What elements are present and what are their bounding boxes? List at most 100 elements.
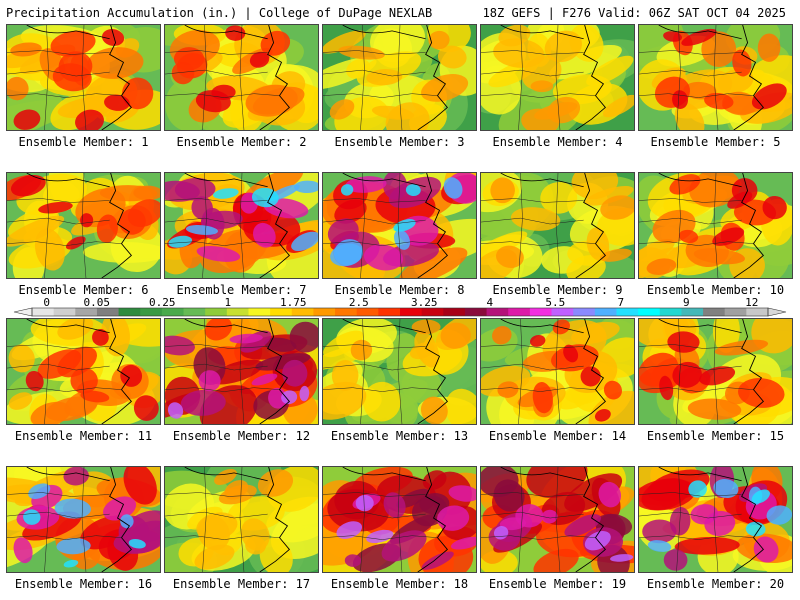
colorbar-tick-label: 9 <box>683 296 690 309</box>
ensemble-member-map <box>164 24 319 131</box>
colorbar-max-arrow <box>767 307 787 317</box>
colorbar-segment <box>594 308 617 316</box>
ensemble-member-label: Ensemble Member: 1 <box>18 135 149 149</box>
ensemble-member-label: Ensemble Member: 16 <box>14 577 153 591</box>
precipitation-field <box>481 25 634 130</box>
colorbar-segment <box>226 308 249 316</box>
colorbar-tick-label: 5.5 <box>545 296 565 309</box>
colorbar-segment <box>724 308 747 316</box>
ensemble-member-label: Ensemble Member: 19 <box>488 577 627 591</box>
ensemble-member-map <box>480 24 635 131</box>
precipitation-field <box>165 467 318 572</box>
ensemble-member-map <box>164 318 319 425</box>
colorbar-segment <box>205 308 228 316</box>
ensemble-member-map <box>6 172 161 279</box>
colorbar-segment <box>378 308 401 316</box>
precipitation-field <box>7 467 160 572</box>
ensemble-member-map <box>164 466 319 573</box>
precipitation-field <box>481 467 634 572</box>
precipitation-field <box>639 319 792 424</box>
precipitation-field <box>481 173 634 278</box>
colorbar-tick-label: 3.25 <box>411 296 438 309</box>
colorbar-segment <box>183 308 206 316</box>
ensemble-member-map <box>480 466 635 573</box>
colorbar-segment <box>464 308 488 316</box>
colorbar-segment <box>53 308 76 316</box>
colorbar-segment <box>356 308 379 316</box>
colorbar-segment <box>421 308 444 316</box>
colorbar-segment <box>681 308 704 316</box>
ensemble-member-map <box>322 172 477 279</box>
ensemble-member-label: Ensemble Member: 20 <box>646 577 785 591</box>
colorbar-min-arrow <box>13 307 33 317</box>
precipitation-field <box>7 319 160 424</box>
precipitation-field <box>323 319 476 424</box>
ensemble-member-map <box>638 466 793 573</box>
colorbar-segment <box>313 308 336 316</box>
colorbar-segment <box>443 308 466 316</box>
colorbar-segment <box>573 308 596 316</box>
colorbar-tick-label: 1.75 <box>280 296 307 309</box>
ensemble-member-map <box>6 318 161 425</box>
precipitation-field <box>639 173 792 278</box>
colorbar-segment <box>161 308 185 316</box>
model-run-info: 18Z GEFS | F276 Valid: 06Z SAT OCT 04 20… <box>482 6 786 20</box>
precipitation-field <box>639 467 792 572</box>
ensemble-member-label: Ensemble Member: 15 <box>646 429 785 443</box>
ensemble-member-map <box>638 318 793 425</box>
colorbar-segment <box>32 308 55 316</box>
precipitation-field <box>639 25 792 130</box>
ensemble-member-map <box>322 466 477 573</box>
colorbar-tick-label: 7 <box>617 296 624 309</box>
colorbar-segment <box>551 308 574 316</box>
precipitation-field <box>323 173 476 278</box>
colorbar-segment <box>248 308 271 316</box>
precipitation-field <box>481 319 634 424</box>
ensemble-member-map <box>638 24 793 131</box>
colorbar-segment <box>703 308 726 316</box>
ensemble-member-map <box>480 318 635 425</box>
ensemble-member-label: Ensemble Member: 10 <box>646 283 785 297</box>
colorbar-segment <box>486 308 509 316</box>
ensemble-member-label: Ensemble Member: 13 <box>330 429 469 443</box>
colorbar-segment <box>616 308 639 316</box>
colorbar-tick-label: 0.05 <box>84 296 111 309</box>
precipitation-field <box>165 173 318 278</box>
map-title: Precipitation Accumulation (in.) | Colle… <box>6 6 433 20</box>
colorbar-tick-label: 0 <box>43 296 50 309</box>
precipitation-field <box>165 319 318 424</box>
colorbar-segment <box>291 308 314 316</box>
precipitation-field <box>323 25 476 130</box>
ensemble-member-map <box>638 172 793 279</box>
ensemble-member-label: Ensemble Member: 8 <box>334 283 465 297</box>
precipitation-field <box>7 173 160 278</box>
ensemble-member-map <box>164 172 319 279</box>
colorbar-tick-label: 2.5 <box>349 296 369 309</box>
ensemble-member-label: Ensemble Member: 18 <box>330 577 469 591</box>
colorbar-tick-label: 1 <box>224 296 231 309</box>
colorbar-segment <box>75 308 98 316</box>
ensemble-member-label: Ensemble Member: 2 <box>176 135 307 149</box>
colorbar-tick-label: 4 <box>486 296 493 309</box>
colorbar-segment <box>270 308 293 316</box>
ensemble-member-map <box>322 24 477 131</box>
ensemble-member-label: Ensemble Member: 7 <box>176 283 307 297</box>
colorbar-tick-label: 12 <box>745 296 758 309</box>
colorbar-tick-label: 0.25 <box>149 296 176 309</box>
colorbar-segment <box>96 308 120 316</box>
colorbar-segment <box>335 308 358 316</box>
ensemble-member-label: Ensemble Member: 12 <box>172 429 311 443</box>
precipitation-field <box>7 25 160 130</box>
colorbar-segment <box>746 308 769 316</box>
ensemble-member-map <box>6 24 161 131</box>
colorbar-segment <box>118 308 141 316</box>
precipitation-colorbar: 0 0.05 0.25 1 1.75 2.5 3.25 4 5.5 7 9 12 <box>13 296 787 317</box>
colorbar-segment <box>659 308 682 316</box>
ensemble-member-label: Ensemble Member: 5 <box>650 135 781 149</box>
colorbar-segment <box>140 308 163 316</box>
ensemble-member-map <box>322 318 477 425</box>
precipitation-field <box>165 25 318 130</box>
ensemble-member-label: Ensemble Member: 4 <box>492 135 623 149</box>
precipitation-field <box>323 467 476 572</box>
ensemble-member-label: Ensemble Member: 14 <box>488 429 627 443</box>
